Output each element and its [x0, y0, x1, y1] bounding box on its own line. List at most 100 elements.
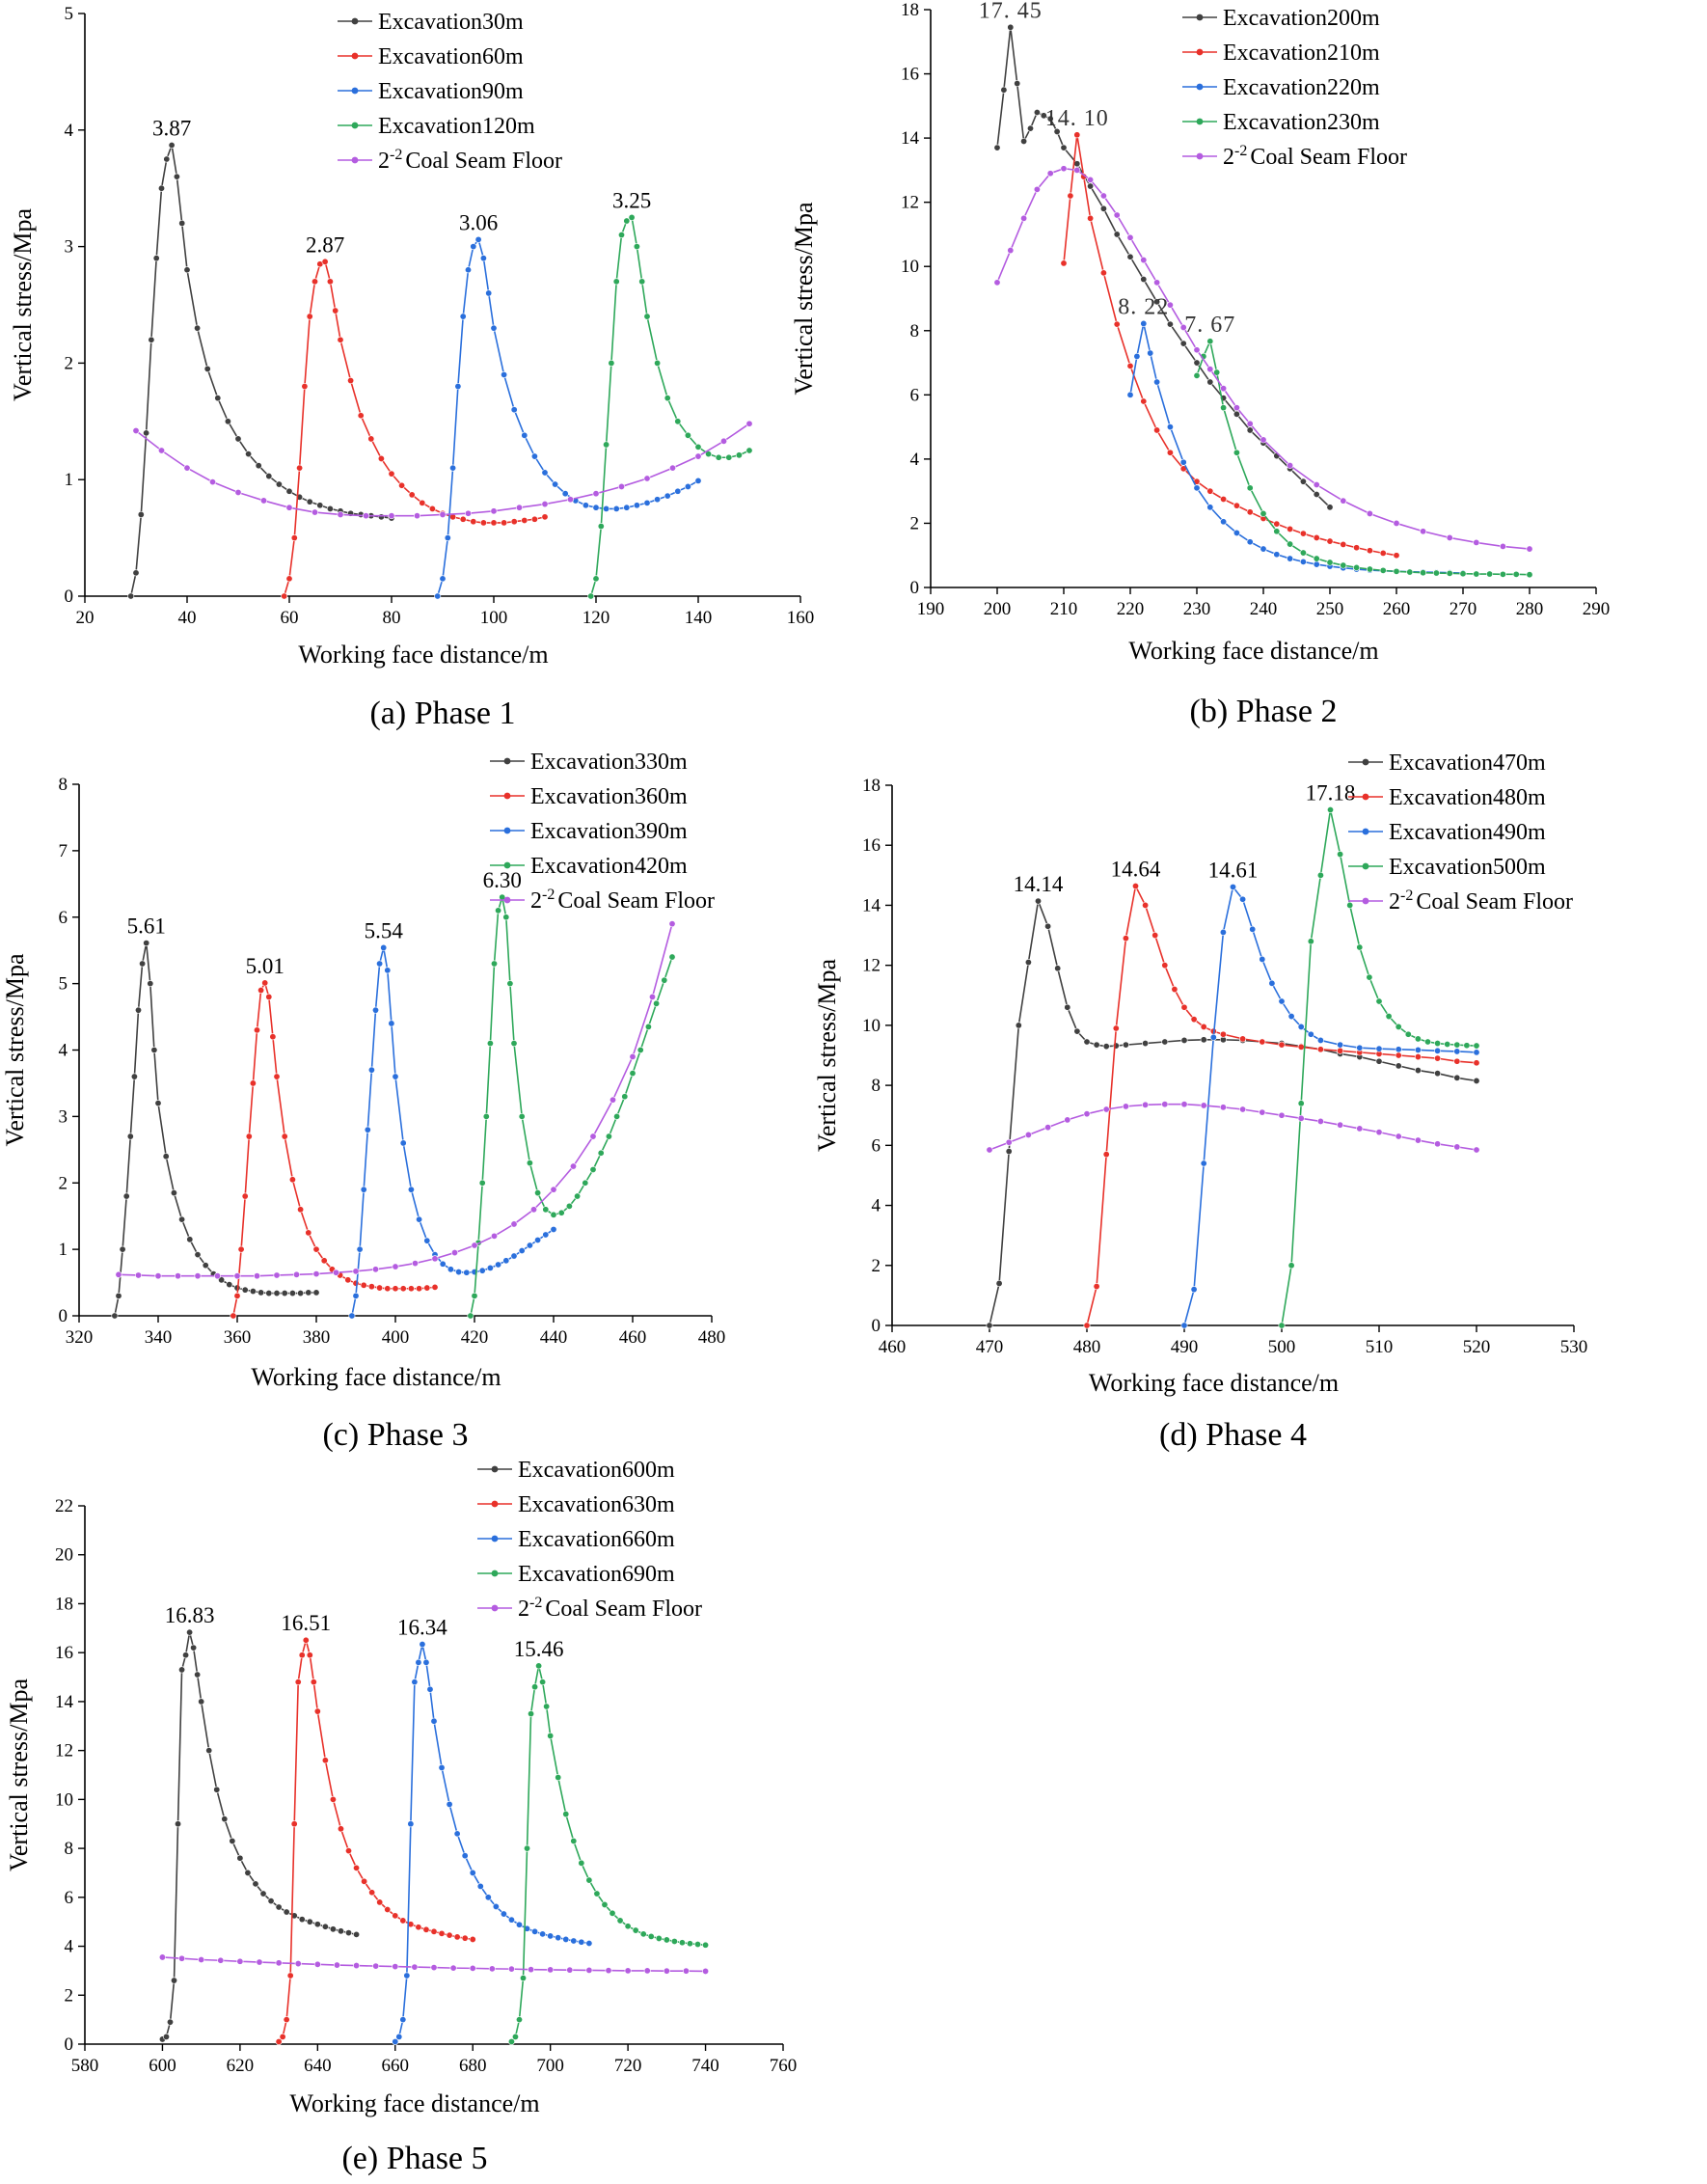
- data-point: [256, 1958, 263, 1966]
- data-point: [1313, 481, 1320, 489]
- data-point: [664, 492, 671, 500]
- data-point: [552, 480, 559, 488]
- data-point: [371, 1266, 379, 1273]
- data-point: [547, 1932, 555, 1940]
- y-tick-label: 6: [65, 1888, 74, 1908]
- data-point: [230, 1312, 237, 1320]
- x-tick-label: 60: [281, 608, 299, 628]
- data-point: [288, 1290, 296, 1297]
- data-point: [715, 453, 722, 461]
- data-point: [1453, 1041, 1461, 1049]
- data-point: [221, 1815, 229, 1823]
- y-tick-label: 2: [872, 1256, 881, 1276]
- data-point: [162, 1153, 170, 1160]
- data-point: [562, 1935, 570, 1943]
- y-tick-label: 22: [55, 1496, 73, 1516]
- data-point: [1073, 1027, 1081, 1035]
- data-point: [1414, 1046, 1422, 1053]
- legend-entry: Excavation600m: [518, 1458, 675, 1483]
- data-point: [1307, 1030, 1314, 1038]
- data-point: [561, 490, 569, 498]
- data-point: [236, 1957, 244, 1965]
- legend-swatch-marker: [503, 757, 511, 765]
- series-line-3: [436, 237, 699, 597]
- data-point: [569, 1162, 577, 1170]
- data-point: [236, 1854, 244, 1862]
- data-point: [380, 943, 388, 951]
- y-tick-label: 12: [901, 193, 919, 213]
- legend-swatch-marker: [351, 156, 359, 164]
- data-point: [521, 516, 528, 524]
- peak-value-label: 16.34: [397, 1616, 447, 1640]
- data-point: [158, 1953, 166, 1961]
- data-point: [1313, 560, 1320, 568]
- data-point: [993, 144, 1001, 151]
- data-point: [388, 470, 395, 478]
- data-point: [1147, 349, 1154, 357]
- data-point: [285, 575, 293, 583]
- data-point: [367, 1066, 375, 1074]
- legend-entry: 2-2 Coal Seam Floor: [1223, 143, 1407, 170]
- data-point: [178, 1215, 186, 1223]
- data-point: [541, 513, 549, 521]
- x-tick-label: 160: [787, 608, 815, 628]
- x-tick-label: 500: [1268, 1337, 1296, 1357]
- data-point: [126, 1133, 134, 1140]
- data-point: [986, 1322, 993, 1329]
- data-point: [530, 452, 538, 460]
- data-point: [515, 2016, 523, 2024]
- peak-value-label: 6.30: [483, 868, 522, 892]
- data-point: [313, 1707, 321, 1715]
- data-point: [1099, 269, 1107, 277]
- peak-value-label: 3.25: [612, 188, 651, 212]
- data-point: [694, 1941, 702, 1949]
- data-point: [530, 515, 538, 523]
- data-point: [453, 1830, 461, 1838]
- data-point: [1179, 323, 1187, 331]
- data-point: [345, 1847, 353, 1855]
- data-point: [392, 1263, 399, 1270]
- data-point: [306, 1652, 313, 1659]
- data-point: [570, 1937, 578, 1945]
- data-point: [1356, 1044, 1364, 1051]
- data-point: [1180, 1101, 1188, 1108]
- x-tick-label: 490: [1171, 1337, 1199, 1357]
- data-point: [1133, 352, 1141, 360]
- data-point: [150, 1047, 158, 1054]
- data-point: [702, 1941, 710, 1949]
- data-point: [311, 508, 318, 516]
- data-point: [1220, 518, 1228, 526]
- data-point: [1268, 979, 1276, 987]
- y-tick-label: 2: [65, 1985, 74, 2006]
- data-point: [502, 914, 510, 921]
- data-point: [639, 1930, 647, 1938]
- data-point: [993, 279, 1001, 287]
- legend-entry: Excavation330m: [530, 750, 688, 775]
- data-point: [398, 481, 406, 489]
- data-point: [348, 1312, 356, 1320]
- data-point: [1273, 520, 1281, 528]
- data-point: [253, 1026, 260, 1034]
- x-tick-label: 240: [1250, 599, 1278, 619]
- data-point: [1287, 1262, 1295, 1269]
- data-point: [1171, 986, 1179, 994]
- peak-value-label: 14. 10: [1045, 106, 1109, 131]
- data-point: [488, 1965, 496, 1973]
- data-point: [1278, 1041, 1286, 1049]
- data-point: [506, 980, 514, 988]
- data-point: [316, 502, 324, 509]
- data-point: [321, 258, 329, 265]
- data-point: [434, 592, 442, 600]
- data-point: [1340, 540, 1347, 548]
- data-point: [158, 184, 166, 192]
- data-point: [1260, 436, 1267, 444]
- legend-swatch-marker: [351, 122, 359, 129]
- legend-swatch-marker: [503, 827, 511, 834]
- data-point: [1053, 127, 1061, 135]
- data-point: [1486, 570, 1494, 578]
- data-point: [1259, 1038, 1266, 1046]
- y-tick-label: 3: [65, 237, 74, 258]
- data-point: [459, 313, 467, 320]
- legend-entry: Excavation120m: [378, 114, 535, 139]
- data-point: [1180, 1003, 1188, 1011]
